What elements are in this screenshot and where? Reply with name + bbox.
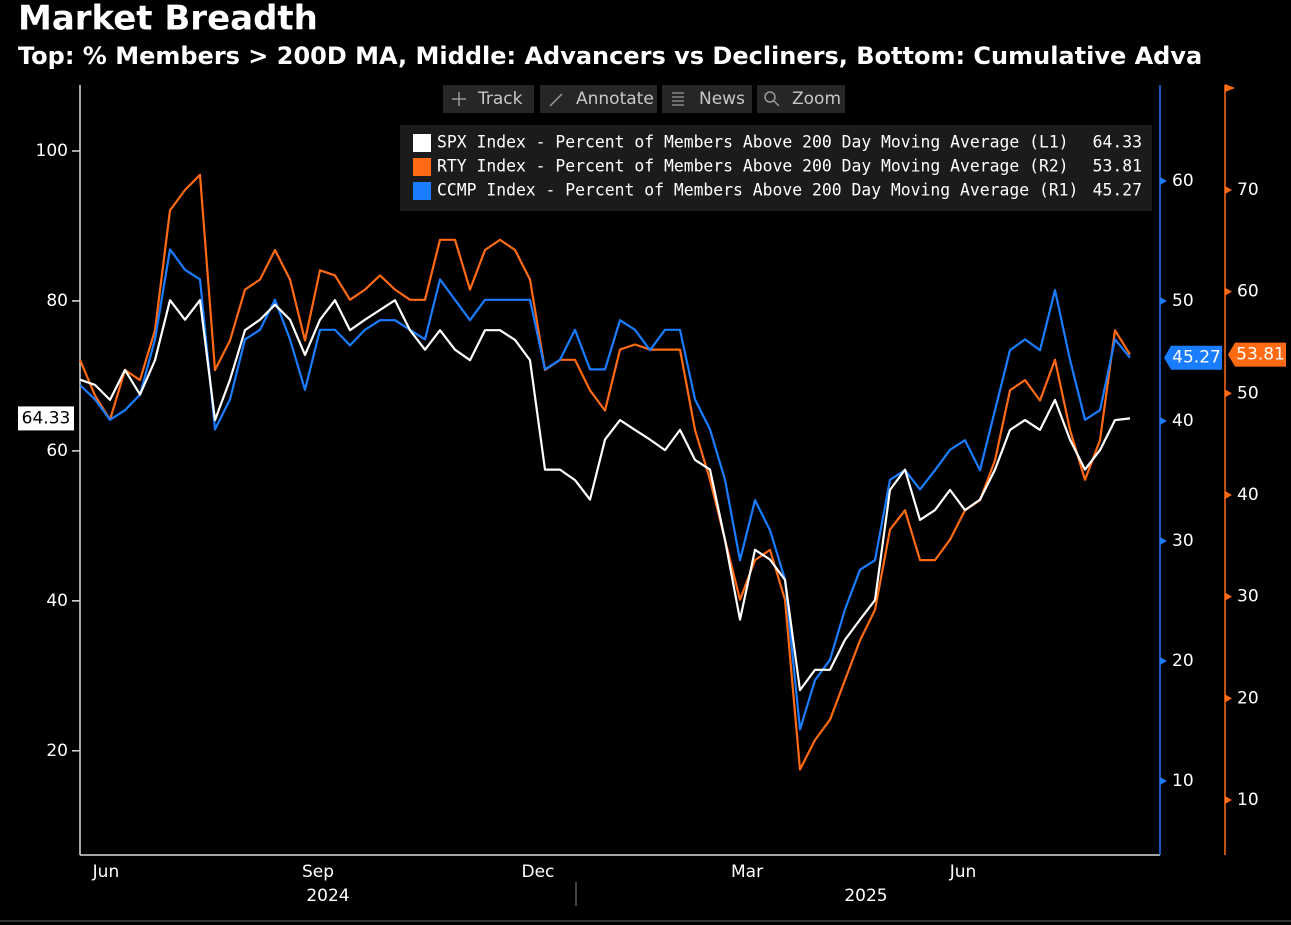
icon [452, 92, 466, 106]
y-tick-label: 40 [46, 591, 68, 611]
icon [549, 93, 563, 107]
y-tick-label: 20 [1172, 651, 1194, 671]
zoom-button[interactable]: Zoom [757, 85, 845, 113]
y-tick [1225, 694, 1232, 703]
button-label: Annotate [576, 89, 654, 109]
y-tick-label: 60 [1237, 282, 1259, 302]
y-tick [1160, 656, 1167, 665]
y-tick-label: 70 [1237, 180, 1259, 200]
value-badge-label: 45.27 [1172, 348, 1221, 368]
value-badge [1164, 345, 1222, 370]
y-tick-label: 20 [1237, 688, 1259, 708]
y-tick [1225, 287, 1232, 296]
legend-value: 53.81 [1093, 157, 1142, 176]
icon [764, 91, 776, 103]
button-bg [757, 85, 845, 113]
news-button[interactable]: News [662, 85, 752, 113]
y-tick-label: 80 [46, 291, 68, 311]
legend-swatch [413, 158, 431, 176]
value-badge [18, 406, 74, 431]
y-tick-label: 50 [1237, 383, 1259, 403]
x-tick-label: Jun [92, 862, 120, 882]
series-line [78, 173, 1131, 771]
y-tick [1225, 796, 1232, 804]
y-tick-label: 60 [1172, 171, 1194, 191]
x-tick-label: Sep [302, 862, 334, 882]
icon [773, 100, 780, 107]
value-badge-label: 64.33 [22, 408, 71, 428]
y-tick-label: 50 [1172, 291, 1194, 311]
axis-arrow [1225, 84, 1235, 92]
button-bg [540, 85, 657, 113]
y-tick-label: 10 [1172, 771, 1194, 791]
y-tick [1225, 186, 1232, 195]
chart-title: Market Breadth [18, 0, 318, 39]
legend-value: 64.33 [1093, 133, 1142, 152]
y-tick [1160, 176, 1167, 185]
toolbar: Track Annotate News Zoom [443, 85, 845, 113]
legend-value: 45.27 [1093, 181, 1142, 200]
legend: SPX Index - Percent of Members Above 200… [400, 125, 1152, 211]
x-tick-label: Jun [949, 862, 977, 882]
value-badge [1228, 342, 1286, 367]
y-tick [1160, 416, 1167, 425]
series-line [79, 299, 1131, 692]
y-tick-label: 60 [46, 441, 68, 461]
y-tick-label: 10 [1237, 790, 1259, 810]
icon [672, 92, 684, 106]
button-bg [662, 85, 752, 113]
track-button[interactable]: Track [443, 85, 534, 113]
y-tick-label: 30 [1237, 587, 1259, 607]
legend-swatch [413, 182, 431, 200]
y-tick [1160, 296, 1167, 305]
y-tick [1225, 491, 1232, 500]
legend-box [400, 125, 1152, 211]
x-year-label: 2025 [844, 886, 887, 906]
button-label: Track [477, 89, 523, 109]
y-tick-label: 20 [46, 741, 68, 761]
y-tick-label: 40 [1172, 411, 1194, 431]
y-tick [1160, 536, 1167, 545]
button-label: Zoom [792, 89, 841, 109]
x-year-label: 2024 [306, 886, 349, 906]
annotate-button[interactable]: Annotate [540, 85, 657, 113]
y-tick [1225, 389, 1232, 398]
x-tick-label: Mar [731, 862, 763, 882]
legend-label: RTY Index - Percent of Members Above 200… [437, 157, 1069, 176]
chart-subtitle: Top: % Members > 200D MA, Middle: Advanc… [18, 42, 1202, 70]
legend-swatch [413, 134, 431, 152]
legend-label: SPX Index - Percent of Members Above 200… [437, 133, 1069, 152]
y-tick-label: 30 [1172, 531, 1194, 551]
x-tick-label: Dec [521, 862, 554, 882]
button-label: News [699, 89, 745, 109]
y-tick [1160, 776, 1167, 785]
legend-label: CCMP Index - Percent of Members Above 20… [437, 181, 1078, 200]
y-tick-label: 100 [36, 141, 68, 161]
y-tick-label: 40 [1237, 485, 1259, 505]
y-tick [1225, 592, 1232, 601]
series-line [79, 248, 1131, 731]
value-badge-label: 53.81 [1236, 345, 1285, 365]
